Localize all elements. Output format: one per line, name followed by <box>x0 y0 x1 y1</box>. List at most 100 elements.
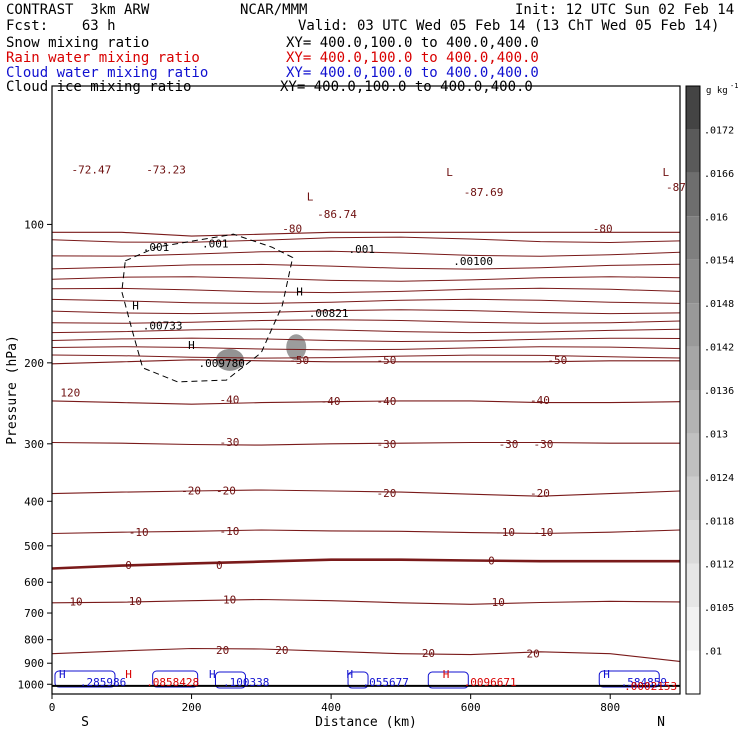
contour-label: H <box>603 668 610 681</box>
colorbar-swatch <box>686 346 700 390</box>
field-xy-snow: XY= 400.0,100.0 to 400.0,400.0 <box>286 35 539 51</box>
model-title: CONTRAST 3km ARW <box>6 2 150 18</box>
cloud-ice-contour <box>121 233 294 383</box>
plot-frame <box>51 85 681 695</box>
colorbar-swatch <box>686 520 700 564</box>
contour-label: -40 <box>219 393 239 406</box>
y-tick-label: 800 <box>24 634 44 647</box>
contour-label: H <box>59 668 66 681</box>
contour-label: -80 <box>593 222 613 235</box>
contour-label: 20 <box>526 647 539 660</box>
cloud-water-contour <box>152 670 199 688</box>
contour-label: .00733 <box>143 320 183 333</box>
x-tick-label: 600 <box>461 701 481 714</box>
cloud-water-contour <box>427 671 469 689</box>
temperature-contour <box>51 346 681 351</box>
contour-label: .0096671 <box>464 676 517 689</box>
contour-label: -50 <box>289 354 309 367</box>
temperature-contour <box>51 287 681 294</box>
temperature-contour <box>51 400 681 405</box>
contour-label: .100338 <box>223 676 269 689</box>
cloud-water-contour <box>598 670 660 688</box>
contour-label: -30 <box>376 438 396 451</box>
x-end-label-right: N <box>657 715 665 730</box>
valid-time: Valid: 03 UTC Wed 05 Feb 14 (13 ChT Wed … <box>298 18 720 34</box>
field-xy-cloud-water: XY= 400.0,100.0 to 400.0,400.0 <box>286 65 539 81</box>
field-label-rain: Rain water mixing ratio <box>6 50 200 66</box>
temperature-contour <box>51 298 681 304</box>
contour-label: -20 <box>530 487 550 500</box>
colorbar-swatch <box>686 86 700 130</box>
contour-label: .009780 <box>199 357 245 370</box>
contour-label: -20 <box>216 485 236 498</box>
cloud-water-contour <box>347 671 369 689</box>
contour-label: -20 <box>376 487 396 500</box>
temperature-contour <box>51 529 681 535</box>
contour-label: 10 <box>69 595 82 608</box>
x-tick-label: 0 <box>49 701 56 714</box>
temperature-contour <box>51 250 681 257</box>
contour-label: -30 <box>499 438 519 451</box>
x-end-label-left: S <box>81 715 89 730</box>
y-axis-label: Pressure (hPa) <box>5 335 20 445</box>
temperature-contour <box>51 328 681 334</box>
contour-label: 120 <box>60 386 80 399</box>
colorbar-swatch <box>686 607 700 651</box>
colorbar-swatch <box>686 303 700 347</box>
temperature-contour <box>51 359 680 365</box>
temperature-contour <box>51 276 681 282</box>
field-label-snow: Snow mixing ratio <box>6 35 150 51</box>
contour-label: .0858428 <box>146 676 199 689</box>
colorbar-tick-label: .01 <box>704 647 722 658</box>
forecast-hour: Fcst: 63 h <box>6 18 116 34</box>
contour-label: -10 <box>495 526 515 539</box>
contour-label: L <box>663 166 670 179</box>
center-title: NCAR/MMM <box>240 2 308 18</box>
init-time: Init: 12 UTC Sun 02 Feb 14 <box>515 2 735 18</box>
contour-label: 0 <box>125 559 132 572</box>
colorbar-swatch <box>686 216 700 260</box>
colorbar-swatch <box>686 650 700 694</box>
temperature-contour <box>51 337 681 343</box>
colorbar-swatch <box>686 563 700 608</box>
contour-label: -86.74 <box>317 208 357 221</box>
colorbar-tick-label: .0148 <box>704 299 734 310</box>
y-tick-label: 100 <box>24 218 44 231</box>
y-tick-label: 700 <box>24 607 44 620</box>
contour-label: 20 <box>216 644 229 657</box>
contour-label: .001 <box>349 243 376 256</box>
contour-label: .001 <box>143 241 170 254</box>
x-tick-label: 200 <box>182 701 202 714</box>
temperature-contour <box>51 558 680 570</box>
contour-label: .285986 <box>80 676 126 689</box>
cloud-water-contour <box>214 671 246 689</box>
colorbar-tick-label: .016 <box>704 212 728 223</box>
contour-label: .00100 <box>453 255 493 268</box>
contour-label: -30 <box>533 438 553 451</box>
temperature-contour <box>51 354 681 359</box>
contour-label: .00821 <box>309 307 349 320</box>
colorbar-unit-exponent: -1 <box>730 82 738 90</box>
contour-label: -10 <box>129 526 149 539</box>
contour-label: .0002153 <box>624 680 677 693</box>
contour-label: L <box>307 191 314 204</box>
ice-max-shade <box>286 334 307 361</box>
contour-label: 10 <box>223 593 236 606</box>
y-tick-label: 1000 <box>18 678 45 691</box>
x-tick-label: 800 <box>600 701 620 714</box>
colorbar-tick-label: .013 <box>704 429 728 440</box>
contour-label: H <box>125 668 132 681</box>
contour-label: -40 <box>376 395 396 408</box>
temperature-contour <box>51 319 681 324</box>
colorbar-swatch <box>686 129 700 173</box>
temperature-contour <box>51 647 681 662</box>
contour-label: -50 <box>376 354 396 367</box>
y-tick-label: 200 <box>24 357 44 370</box>
contour-label: -20 <box>181 485 201 498</box>
contour-label: -80 <box>282 222 302 235</box>
y-tick-label: 500 <box>24 540 44 553</box>
colorbar-tick-label: .0136 <box>704 386 734 397</box>
y-tick-label: 400 <box>24 495 44 508</box>
contour-label: .584859 <box>621 676 667 689</box>
